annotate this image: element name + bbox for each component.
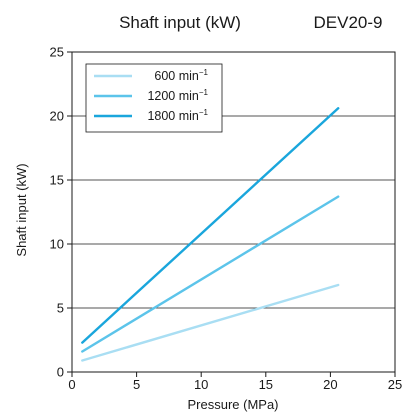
x-tick-label: 20	[323, 377, 337, 392]
x-axis-label: Pressure (MPa)	[187, 397, 278, 412]
y-tick-label: 0	[57, 365, 64, 380]
series-layer	[81, 107, 340, 362]
x-tick-label: 10	[194, 377, 208, 392]
legend-label-text: 600 min	[154, 69, 199, 83]
series-line-1	[81, 283, 340, 362]
legend-label-text: 1200 min	[147, 89, 198, 103]
y-tick-label: 5	[57, 301, 64, 316]
x-tick-label: 0	[68, 377, 75, 392]
x-tick-label: 5	[133, 377, 140, 392]
legend-label: 1800 min−1	[147, 108, 208, 123]
x-tick-label: 25	[388, 377, 402, 392]
legend-label-text: 1800 min	[147, 109, 198, 123]
y-axis-label: Shaft input (kW)	[14, 163, 29, 256]
grid	[72, 115, 395, 309]
y-tick-label: 10	[50, 237, 64, 252]
chart-title: Shaft input (kW)	[119, 13, 241, 32]
series-line-3	[81, 107, 340, 344]
y-tick-label: 15	[50, 173, 64, 188]
axes	[67, 51, 396, 377]
y-tick-label: 25	[50, 45, 64, 60]
y-tick-label: 20	[50, 109, 64, 124]
model-label: DEV20-9	[314, 13, 383, 32]
series-line-2	[81, 195, 340, 353]
legend-label-superscript: −1	[199, 68, 209, 77]
legend-label: 1200 min−1	[147, 88, 208, 103]
x-tick-label: 15	[259, 377, 273, 392]
tick-labels: 0 5 10 15 20 25 0 5 10 15 20 25	[50, 45, 403, 393]
plot-frame	[71, 51, 396, 373]
legend-label: 600 min−1	[154, 68, 208, 83]
legend-label-superscript: −1	[199, 108, 209, 117]
legend-label-superscript: −1	[199, 88, 209, 97]
